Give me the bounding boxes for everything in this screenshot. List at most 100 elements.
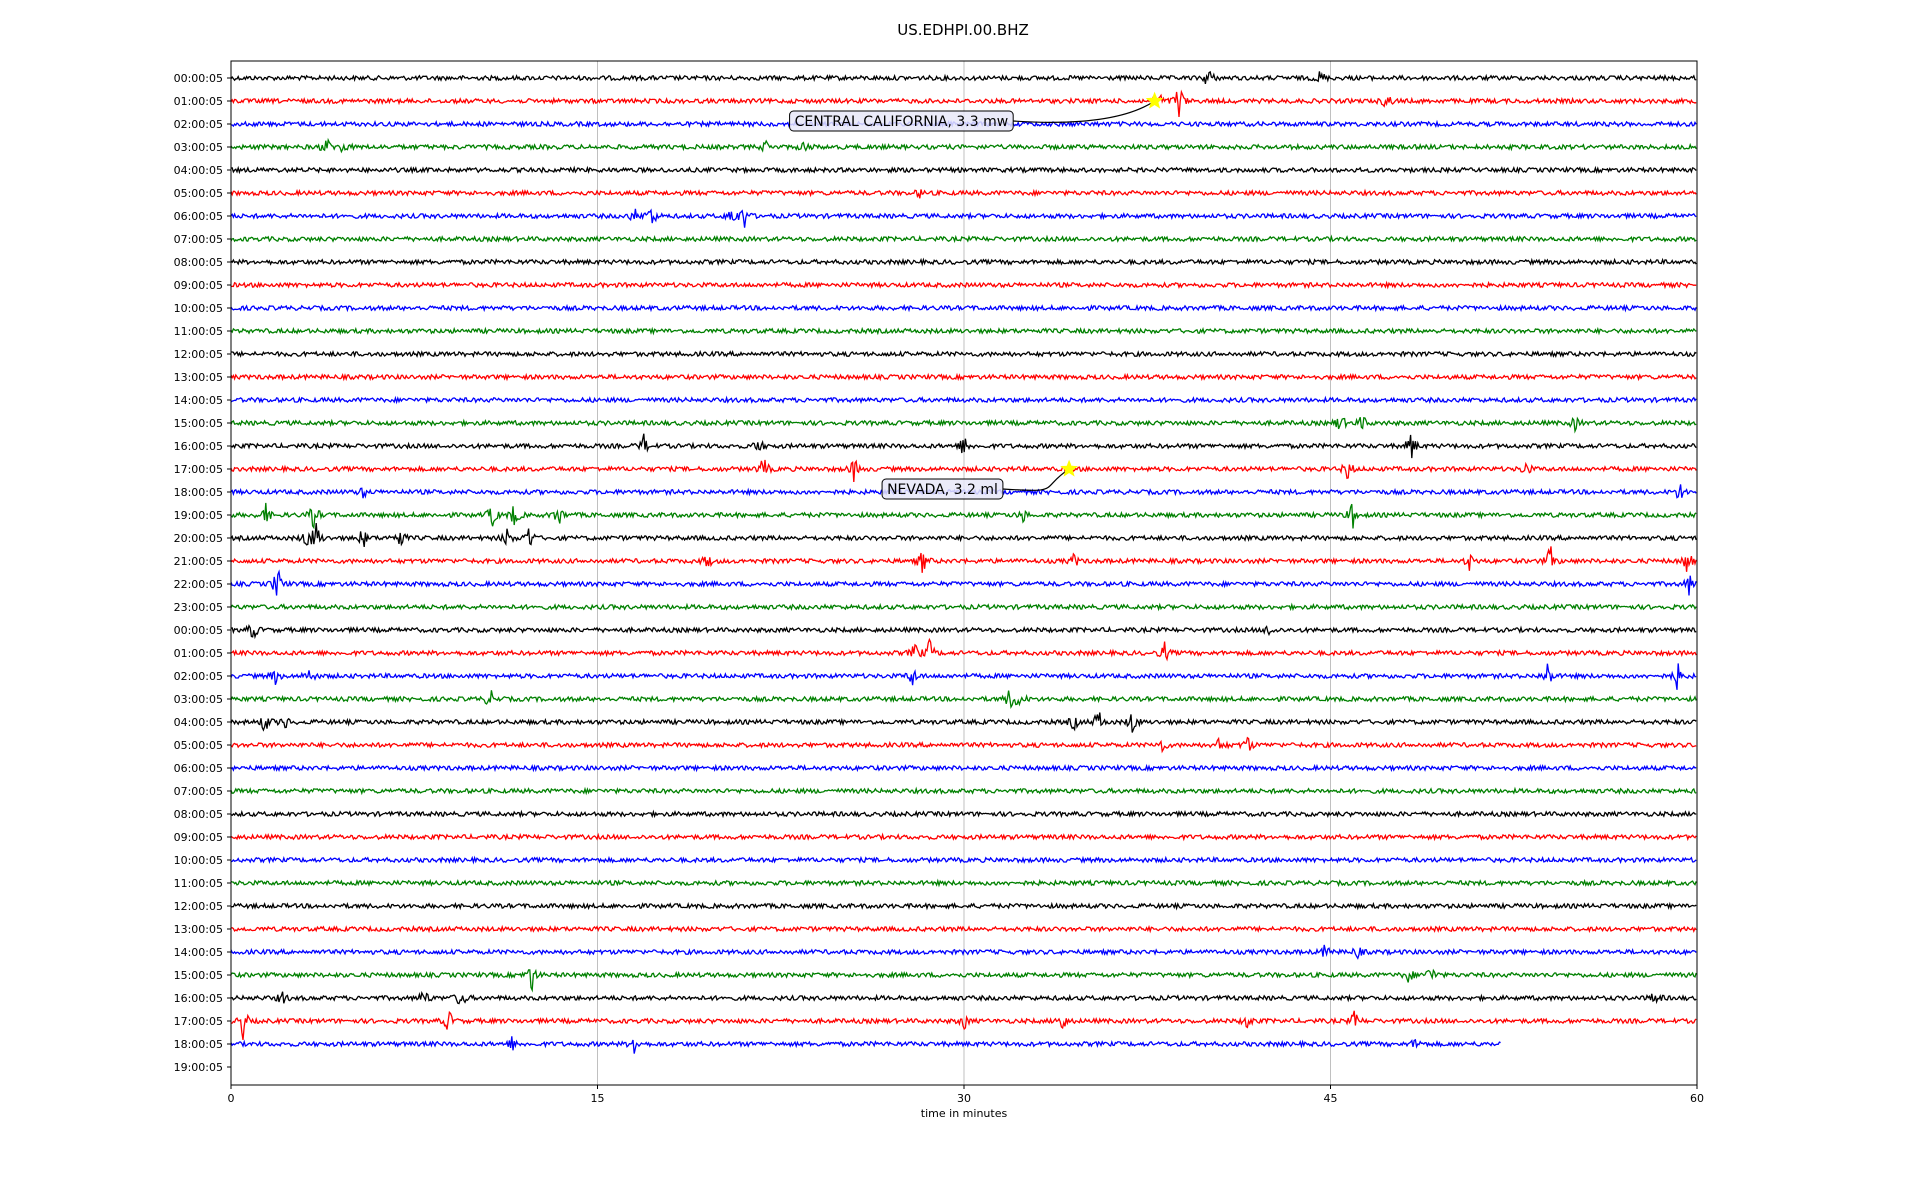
y-tick-label: 03:00:05 [174,141,223,154]
trace-row-41 [231,1010,1697,1041]
y-tick-label: 16:00:05 [174,440,223,453]
y-tick-label: 06:00:05 [174,762,223,775]
y-tick-label: 02:00:05 [174,118,223,131]
traces-layer [230,70,1697,1054]
y-tick-label: 12:00:05 [174,900,223,913]
y-tick-label: 17:00:05 [174,1015,223,1028]
trace-row-15 [230,416,1697,434]
y-tick-labels: 00:00:05 01:00:05 02:00:05 03:00:05 04:00:05… [174,72,231,1074]
trace-row-6 [230,208,1697,228]
y-tick-label: 05:00:05 [174,739,223,752]
y-tick-label: 05:00:05 [174,187,223,200]
y-tick-label: 06:00:05 [174,210,223,223]
trace-row-8 [230,257,1697,267]
trace-row-36 [230,901,1697,911]
y-tick-label: 20:00:05 [174,532,223,545]
trace-row-7 [230,234,1697,244]
y-tick-label: 04:00:05 [174,164,223,177]
annotation-box [789,110,1014,132]
trace-row-3 [230,137,1697,154]
trace-row-32 [230,809,1697,819]
vertical-gridlines [597,61,1331,1085]
y-tick-label: 10:00:05 [174,854,223,867]
annotation-box [881,478,1004,500]
trace-row-12 [231,349,1697,359]
x-tick-label: 60 [1690,1092,1704,1105]
annotation-connector [1013,100,1155,123]
x-tick-label: 15 [591,1092,605,1105]
y-tick-label: 11:00:05 [174,877,223,890]
trace-row-19 [230,502,1697,530]
annotation-label: CENTRAL CALIFORNIA, 3.3 mw [795,114,1009,130]
trace-row-40 [230,990,1697,1005]
y-tick-label: 23:00:05 [174,601,223,614]
y-tick-label: 02:00:05 [174,670,223,683]
trace-row-23 [230,602,1697,612]
event-star-marker [1145,91,1164,109]
y-tick-label: 03:00:05 [174,693,223,706]
trace-row-28 [230,712,1697,733]
y-tick-label: 08:00:05 [174,256,223,269]
y-tick-label: 17:00:05 [174,463,223,476]
y-tick-label: 14:00:05 [174,394,223,407]
annotation-label: NEVADA, 3.2 ml [887,482,998,498]
chart-title: US.EDHPI.00.BHZ [897,21,1029,39]
trace-row-34 [230,855,1697,865]
y-tick-label: 13:00:05 [174,371,223,384]
trace-row-0 [230,70,1697,85]
trace-row-17 [230,459,1697,483]
y-tick-label: 09:00:05 [174,279,223,292]
y-tick-label: 16:00:05 [174,992,223,1005]
y-tick-label: 11:00:05 [174,325,223,338]
y-tick-label: 08:00:05 [174,808,223,821]
trace-row-11 [230,326,1697,336]
trace-row-31 [230,786,1697,796]
plot-frame [230,60,1698,1086]
y-tick-label: 19:00:05 [174,509,223,522]
y-tick-label: 15:00:05 [174,969,223,982]
trace-row-37 [230,924,1697,934]
trace-row-22 [230,569,1697,596]
y-tick-label: 00:00:05 [174,72,223,85]
trace-row-10 [230,303,1697,313]
trace-row-4 [230,165,1697,175]
x-tick-label: 0 [228,1092,235,1105]
annotation-connector [1002,468,1070,491]
trace-row-13 [230,372,1697,382]
trace-row-21 [230,546,1697,573]
trace-row-39 [230,968,1697,993]
trace-row-27 [230,690,1697,709]
trace-row-42 [230,1036,1501,1054]
trace-row-38 [230,944,1697,960]
trace-row-35 [230,878,1697,888]
trace-row-20 [230,523,1697,547]
y-tick-label: 00:00:05 [174,624,223,637]
x-tick-labels: 0 15 30 45 60 [228,1085,1704,1105]
y-tick-label: 12:00:05 [174,348,223,361]
trace-row-24 [230,623,1697,640]
x-tick-label: 30 [957,1092,971,1105]
trace-row-9 [230,280,1697,290]
y-tick-label: 07:00:05 [174,785,223,798]
trace-row-16 [230,433,1697,459]
trace-row-33 [230,832,1697,842]
trace-row-30 [230,763,1697,773]
y-tick-label: 01:00:05 [174,647,223,660]
trace-row-5 [230,188,1697,199]
trace-row-29 [230,736,1697,754]
y-tick-label: 04:00:05 [174,716,223,729]
y-tick-label: 09:00:05 [174,831,223,844]
y-tick-label: 22:00:05 [174,578,223,591]
y-tick-label: 21:00:05 [174,555,223,568]
x-axis-label: time in minutes [921,1107,1008,1120]
y-tick-label: 01:00:05 [174,95,223,108]
x-tick-label: 45 [1324,1092,1338,1105]
y-tick-label: 14:00:05 [174,946,223,959]
trace-row-26 [230,663,1697,690]
event-annotations: CENTRAL CALIFORNIA, 3.3 mw NEVADA, 3.2 ml [789,91,1164,500]
trace-row-25 [230,637,1697,662]
y-tick-label: 13:00:05 [174,923,223,936]
y-tick-label: 18:00:05 [174,1038,223,1051]
